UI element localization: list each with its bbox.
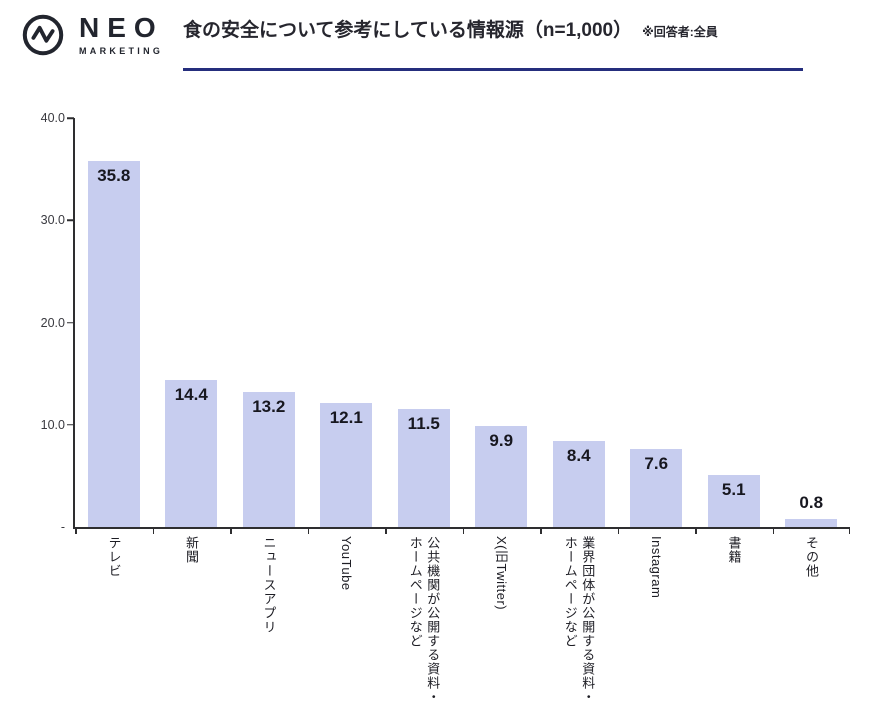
y-axis-tick-label: 20.0: [40, 315, 65, 330]
x-axis-category-label: 書籍: [695, 536, 773, 715]
bar-value-label: 0.8: [799, 492, 824, 512]
category-label-text: 書籍: [726, 536, 742, 564]
x-axis-tick-mark: [772, 528, 774, 534]
bar: [475, 425, 528, 527]
category-label-text: 新聞: [184, 536, 200, 564]
bar: [397, 409, 450, 527]
respondent-note: ※回答者:全員: [642, 25, 718, 39]
x-axis-category-label: ニュースアプリ: [230, 536, 308, 715]
x-axis-category-label: Instagram: [618, 536, 696, 715]
y-axis-tick-mark: [67, 117, 74, 119]
x-axis-category-label: X(旧Twitter): [463, 536, 541, 715]
x-axis-tick-mark: [848, 528, 850, 534]
y-axis-tick-label: 40.0: [40, 111, 65, 125]
bar-value-label: 35.8: [97, 165, 131, 185]
x-axis-tick-mark: [307, 528, 309, 534]
bar: [707, 474, 760, 527]
category-label-text: ニュースアプリ: [261, 536, 277, 634]
bar-value-label: 12.1: [329, 408, 363, 428]
bar: [87, 160, 140, 527]
x-axis-category-label: YouTube: [308, 536, 386, 715]
bar-value-label: 9.9: [489, 430, 514, 450]
bar: [320, 403, 373, 527]
category-label-text: 業界団体が公開する資料・ ホームページなど: [562, 536, 596, 704]
bar-value-label: 5.1: [721, 479, 746, 499]
page-title: 食の安全について参考にしている情報源（n=1,000）: [183, 20, 633, 41]
logo-wordmark: NEO MARKETING: [79, 12, 164, 57]
bar-value-label: 8.4: [566, 446, 591, 466]
y-axis-tick-mark: [67, 424, 74, 426]
category-label-text: X(旧Twitter): [494, 536, 510, 611]
y-axis-tick-mark: [67, 321, 74, 324]
x-axis-tick-mark: [152, 528, 154, 534]
x-axis-category-label: 業界団体が公開する資料・ ホームページなど: [540, 536, 618, 715]
bar: [165, 379, 218, 527]
category-label-text: Instagram: [649, 536, 665, 599]
y-axis-tick-label: 10.0: [40, 417, 65, 432]
x-axis-tick-mark: [75, 528, 77, 534]
bar: [630, 449, 683, 527]
x-axis-tick-mark: [695, 528, 697, 534]
x-axis-tick-mark: [462, 528, 464, 534]
y-axis-tick-label: -: [60, 520, 65, 534]
category-label-text: テレビ: [106, 536, 122, 578]
x-axis-tick-mark: [230, 528, 232, 534]
logo-sub-text: MARKETING: [79, 46, 164, 56]
title-underline: [183, 68, 803, 71]
x-axis-tick-mark: [385, 528, 387, 534]
bar-value-label: 11.5: [407, 414, 440, 434]
category-label-text: 公共機関が公開する資料・ ホームページなど: [407, 536, 441, 704]
x-axis-tick-mark: [540, 528, 542, 534]
x-axis-category-label: 新聞: [153, 536, 231, 715]
x-axis-category-label: テレビ: [75, 536, 153, 715]
x-axis-tick-mark: [617, 528, 619, 534]
bar: [242, 392, 295, 527]
bar-value-label: 14.4: [174, 384, 208, 404]
logo-brand-text: NEO: [79, 12, 164, 43]
y-axis-tick-mark: [67, 219, 74, 221]
x-axis-category-label: その他: [773, 536, 851, 715]
bar: [552, 441, 605, 527]
title-block: 食の安全について参考にしている情報源（n=1,000） ※回答者:全員: [183, 18, 803, 71]
y-axis-tick-label: 30.0: [40, 213, 65, 228]
neo-logo-icon: [22, 14, 64, 56]
bar: [785, 518, 838, 527]
category-label-text: YouTube: [339, 536, 355, 591]
bar-value-label: 13.2: [252, 397, 286, 417]
bar-value-label: 7.6: [644, 454, 669, 474]
neo-marketing-logo: NEO MARKETING: [20, 12, 164, 58]
x-axis-category-label: 公共機関が公開する資料・ ホームページなど: [385, 536, 463, 715]
category-label-text: その他: [804, 536, 820, 578]
bar-chart-plot-area: 40.0 30.0 20.0 10.0 - 35.8 テレビ 14.4 新聞 13.2 ニュースアプ…: [41, 111, 850, 704]
